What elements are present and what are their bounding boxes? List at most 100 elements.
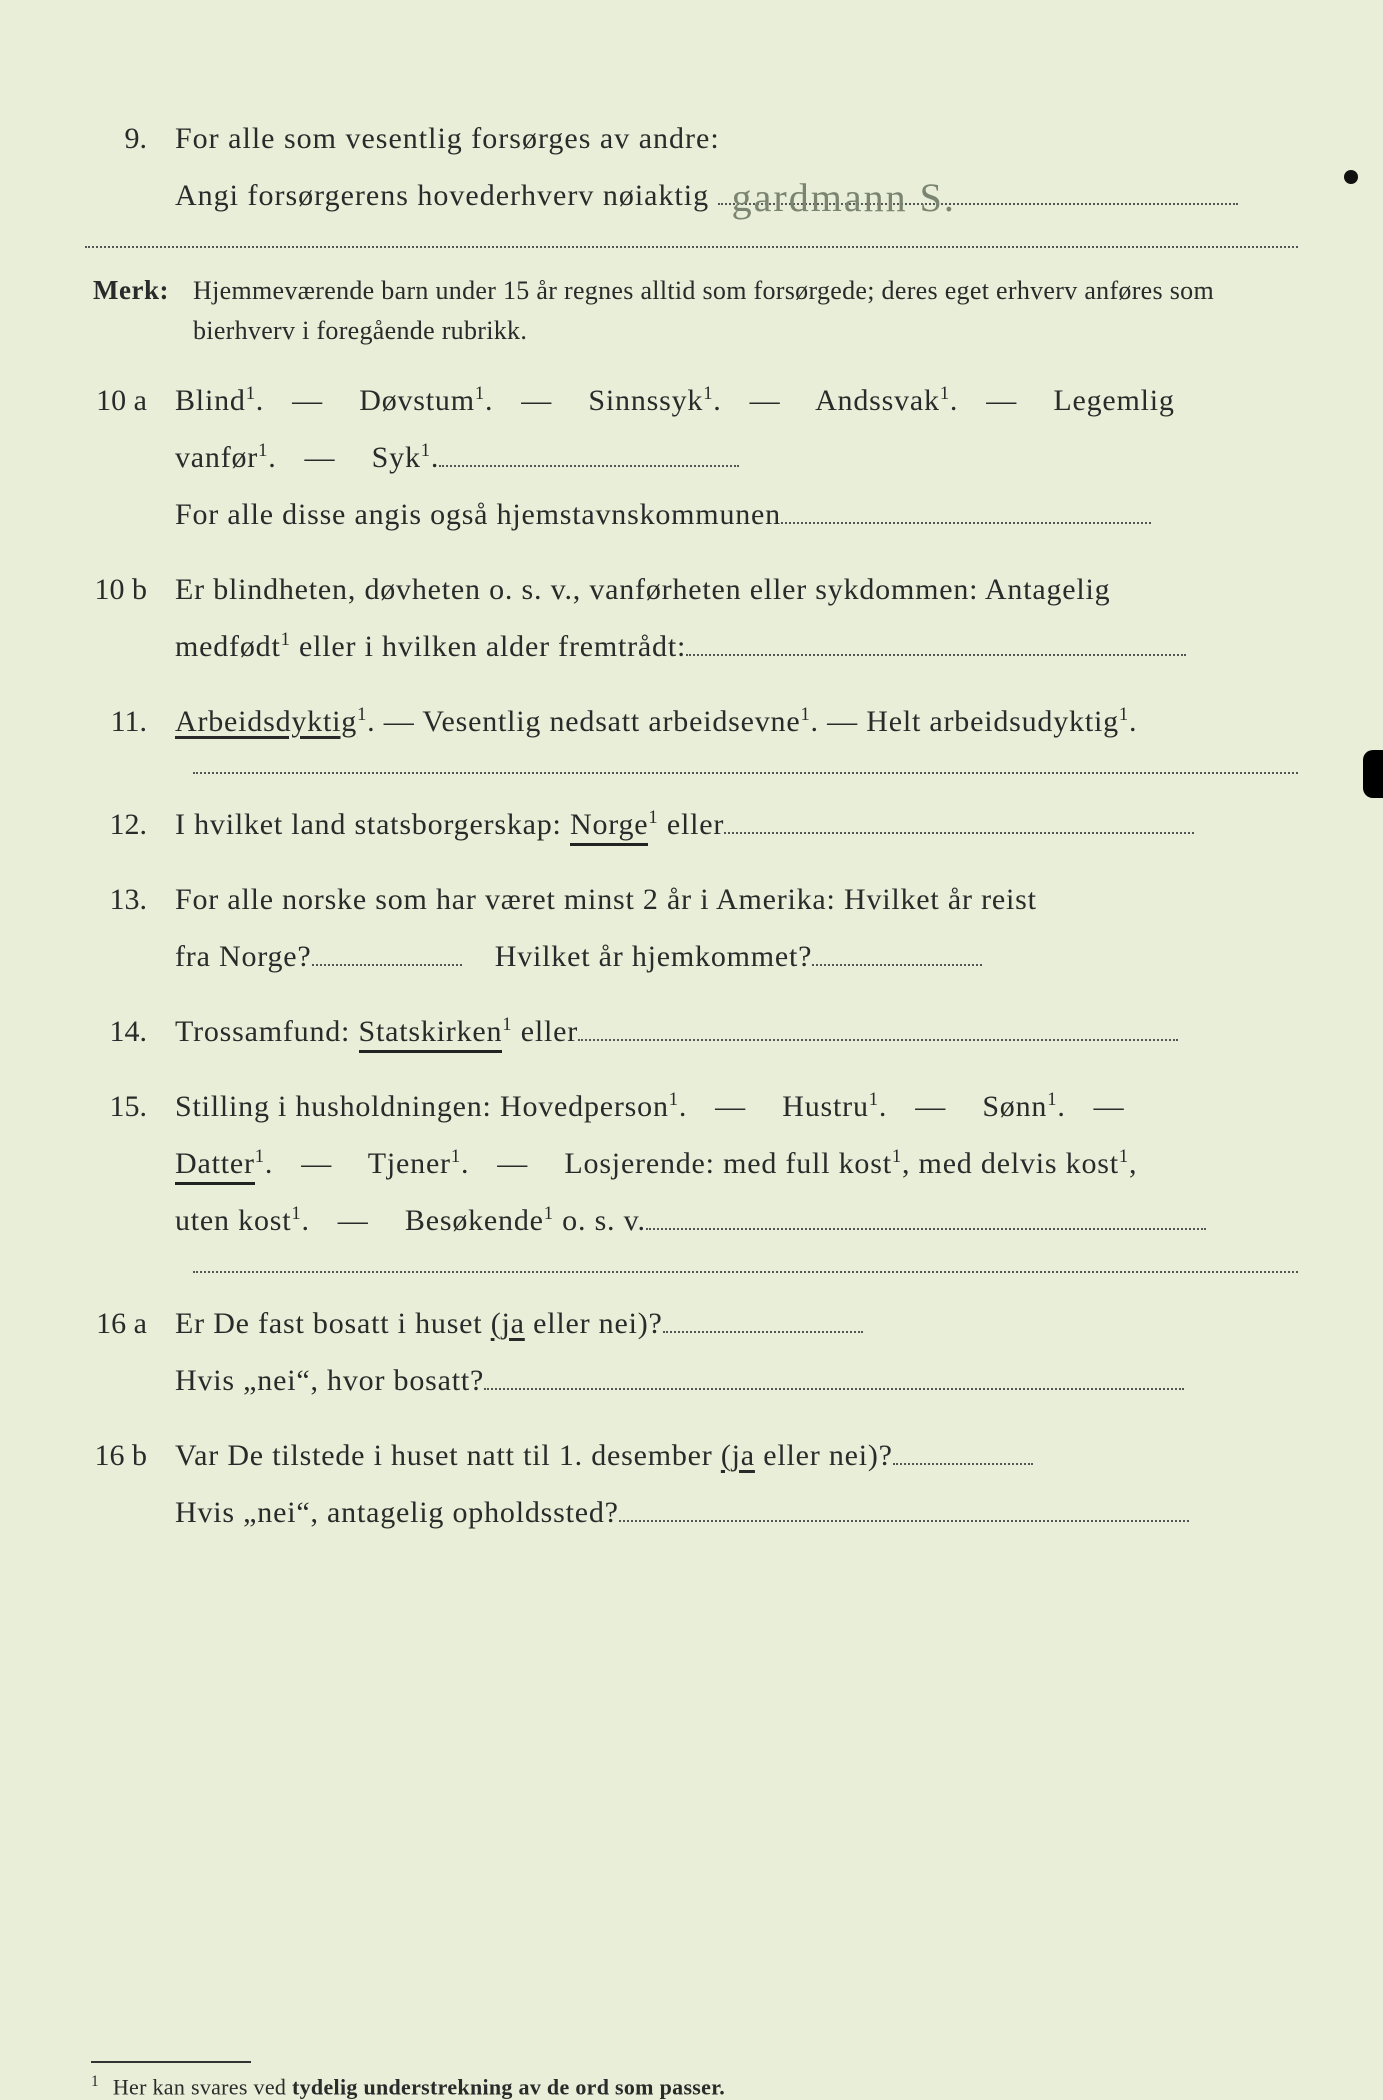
q16a-pre: Er De fast bosatt i huset [175,1307,491,1340]
footnote-sup: 1 [91,2073,99,2090]
q11-number: 11. [85,693,175,750]
q15-losjerende-full: Losjerende: med full kost [564,1147,891,1180]
q15-uten: uten kost [175,1204,291,1237]
q13-blank1 [312,939,462,966]
q11-body: Arbeidsdyktig1. — Vesentlig nedsatt arbe… [175,693,1298,750]
q15-datter: Datter [175,1147,255,1185]
q12-number: 12. [85,796,175,853]
q10a-line3: For alle disse angis også hjemstavnskomm… [175,498,781,531]
q14-blank [578,1014,1178,1041]
q10a-dovstum: Døvstum [359,384,475,417]
q9-body: For alle som vesentlig forsørges av andr… [175,110,1298,224]
q15-besokende: Besøkende [405,1204,544,1237]
q16a-post: eller nei)? [525,1307,663,1340]
q15-delvis: , med delvis kost [902,1147,1119,1180]
q16b-body: Var De tilstede i huset natt til 1. dese… [175,1427,1298,1541]
separator-after-15 [193,1271,1298,1273]
footnote: 1 Her kan svares ved tydelig understrekn… [91,2073,1298,2100]
q16b-hvis: Hvis „nei“, antagelig opholdssted? [175,1496,619,1529]
q16a-number: 16 a [85,1295,175,1352]
q16b-blank2 [619,1495,1189,1522]
question-16b: 16 b Var De tilstede i huset natt til 1.… [85,1427,1298,1541]
q15-hovedperson: Stilling i husholdningen: Hovedperson [175,1090,669,1123]
q10b-blank [686,629,1186,656]
q10a-body: Blind1.— Døvstum1.— Sinnssyk1.— Andssvak… [175,372,1298,543]
q13-body: For alle norske som har været minst 2 år… [175,871,1298,985]
q12-blank [724,807,1194,834]
q15-hustru: Hustru [782,1090,868,1123]
q10b-medfodt: medfødt [175,630,281,663]
q13-hjem: Hvilket år hjemkommet? [495,940,813,973]
census-form-page: 9. For alle som vesentlig forsørges av a… [85,110,1298,1988]
q10a-andssvak: Andssvak [815,384,940,417]
question-14: 14. Trossamfund: Statskirken1 eller [85,1003,1298,1060]
q15-body: Stilling i husholdningen: Hovedperson1.—… [175,1078,1298,1249]
q9-line1: For alle som vesentlig forsørges av andr… [175,122,720,155]
q16b-ja: (ja [721,1439,755,1472]
question-10a: 10 a Blind1.— Døvstum1.— Sinnssyk1.— And… [85,372,1298,543]
question-15: 15. Stilling i husholdningen: Hovedperso… [85,1078,1298,1249]
question-9: 9. For alle som vesentlig forsørges av a… [85,110,1298,224]
q15-sonn: Sønn [982,1090,1047,1123]
q10a-legemlig: Legemlig [1053,384,1174,417]
q13-number: 13. [85,871,175,928]
q11-arbeidsdyktig: Arbeidsdyktig [175,705,357,738]
q15-osv: o. s. v. [554,1204,646,1237]
page-edge-tab [1363,750,1383,798]
q12-norge: Norge [570,808,648,846]
question-16a: 16 a Er De fast bosatt i huset (ja eller… [85,1295,1298,1409]
q10b-body: Er blindheten, døvheten o. s. v., vanfør… [175,561,1298,675]
q12-post: eller [659,808,725,841]
q9-blank: gardmann S. [718,178,1238,205]
separator-after-11 [193,772,1298,774]
q14-body: Trossamfund: Statskirken1 eller [175,1003,1298,1060]
q16a-hvis: Hvis „nei“, hvor bosatt? [175,1364,484,1397]
q16b-number: 16 b [85,1427,175,1484]
merk-note: Merk: Hjemmeværende barn under 15 år reg… [85,270,1298,352]
q10a-sinnssyk: Sinnssyk [588,384,703,417]
q12-pre: I hvilket land statsborgerskap: [175,808,570,841]
separator-after-9 [85,246,1298,248]
q9-line2-pre: Angi forsørgerens hovederhverv nøiaktig [175,179,709,212]
q10b-line1: Er blindheten, døvheten o. s. v., vanfør… [175,573,1110,606]
q14-statskirken: Statskirken [359,1015,503,1053]
q16b-pre: Var De tilstede i huset natt til 1. dese… [175,1439,721,1472]
q16a-blank1 [663,1306,863,1333]
q15-tjener: Tjener [368,1147,451,1180]
q14-post: eller [512,1015,578,1048]
q9-number: 9. [85,110,175,167]
q14-pre: Trossamfund: [175,1015,359,1048]
q11-nedsatt: Vesentlig nedsatt arbeidsevne [422,705,800,738]
q13-blank2 [812,939,982,966]
q15-number: 15. [85,1078,175,1135]
q10b-number: 10 b [85,561,175,618]
q16a-blank2 [484,1363,1184,1390]
q14-number: 14. [85,1003,175,1060]
footnote-text-b: tydelig understrekning av de ord som pas… [292,2074,725,2099]
q16b-post: eller nei)? [755,1439,893,1472]
question-11: 11. Arbeidsdyktig1. — Vesentlig nedsatt … [85,693,1298,750]
q10b-line2b: eller i hvilken alder fremtrådt: [291,630,686,663]
question-10b: 10 b Er blindheten, døvheten o. s. v., v… [85,561,1298,675]
footnote-rule [91,2061,251,2063]
q16a-ja: (ja [491,1307,525,1340]
q9-handwritten-answer: gardmann S. [732,160,956,236]
q10a-blank1 [439,440,739,467]
q10a-vanfor: vanfør [175,441,258,474]
q10a-number: 10 a [85,372,175,429]
page-edge-mark [1344,170,1358,184]
q13-line1: For alle norske som har været minst 2 år… [175,883,1037,916]
q13-fra: fra Norge? [175,940,312,973]
q10a-blank2 [781,497,1151,524]
q11-udyktig: Helt arbeidsudyktig [866,705,1119,738]
question-13: 13. For alle norske som har været minst … [85,871,1298,985]
q10a-blind: Blind [175,384,246,417]
merk-label: Merk: [85,270,193,312]
q10a-syk: Syk [372,441,421,474]
merk-text: Hjemmeværende barn under 15 år regnes al… [193,271,1298,352]
question-12: 12. I hvilket land statsborgerskap: Norg… [85,796,1298,853]
footnote-text-a: Her kan svares ved [113,2074,292,2099]
q16a-body: Er De fast bosatt i huset (ja eller nei)… [175,1295,1298,1409]
q16b-blank1 [893,1438,1033,1465]
q12-body: I hvilket land statsborgerskap: Norge1 e… [175,796,1298,853]
